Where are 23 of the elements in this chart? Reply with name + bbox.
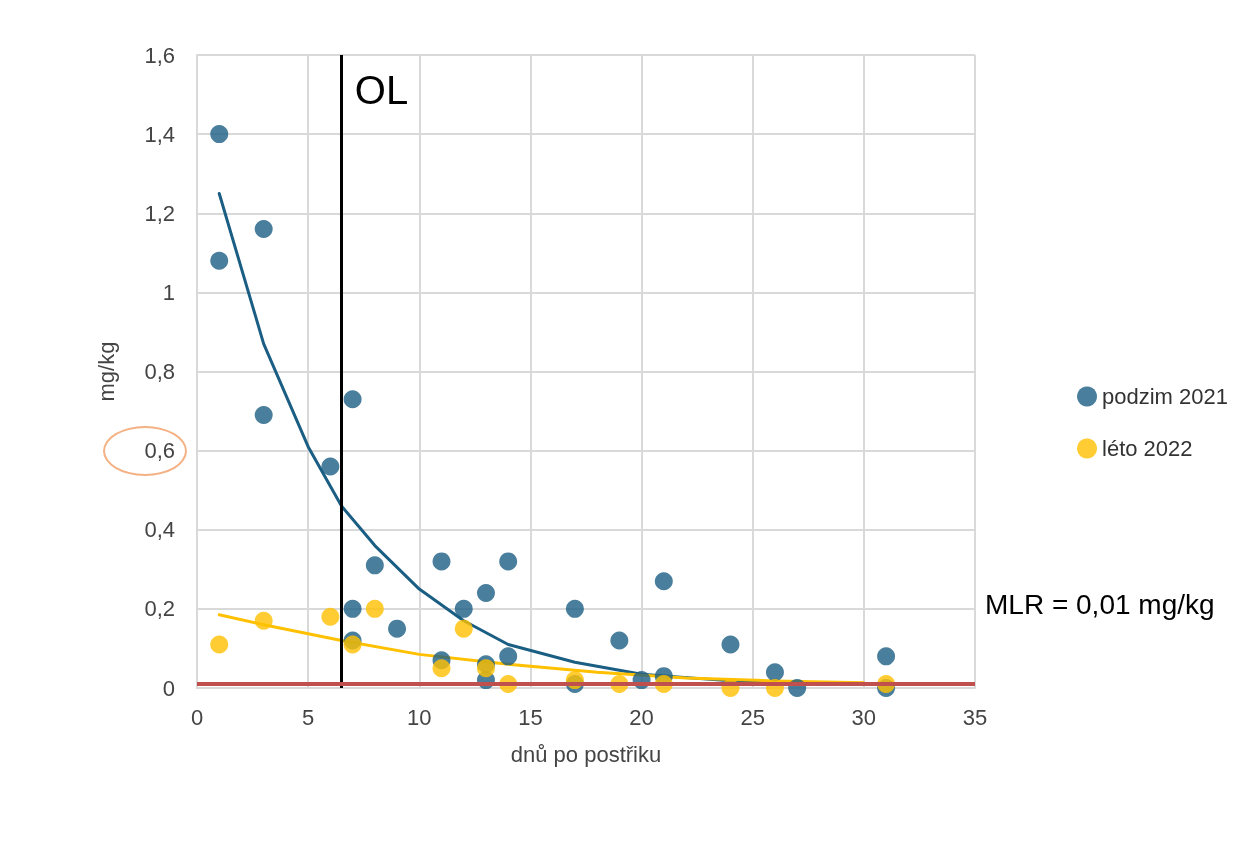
y-tick-label: 1,6 xyxy=(144,42,175,68)
x-tick-label: 5 xyxy=(302,704,315,730)
x-tick-label: 0 xyxy=(190,704,204,730)
legend-label: léto 2022 xyxy=(1102,436,1193,461)
x-tick-label: 15 xyxy=(518,704,543,730)
legend-label: podzim 2021 xyxy=(1102,384,1229,409)
x-axis-title: dnů po postřiku xyxy=(510,741,662,767)
x-tick-label: 35 xyxy=(962,704,988,730)
y-tick-label: 0,2 xyxy=(144,596,175,622)
y-tick-label: 0 xyxy=(162,675,175,701)
x-tick-label: 30 xyxy=(851,704,877,730)
y-tick-label: 1 xyxy=(162,279,175,305)
x-tick-label: 25 xyxy=(740,704,765,730)
x-tick-label: 10 xyxy=(407,704,432,730)
y-tick-label: 1,4 xyxy=(144,121,175,147)
y-tick-label: 1,2 xyxy=(144,200,175,226)
ref-line-label: MLR = 0,01 mg/kg xyxy=(985,588,1215,620)
y-axis-title: mg/kg xyxy=(93,341,119,402)
ref-line-label: OL xyxy=(354,68,409,112)
x-tick-label: 20 xyxy=(629,704,654,730)
y-tick-label: 0,6 xyxy=(144,438,175,464)
y-tick-label: 0,8 xyxy=(144,359,175,384)
y-tick-label: 0,4 xyxy=(144,517,175,543)
